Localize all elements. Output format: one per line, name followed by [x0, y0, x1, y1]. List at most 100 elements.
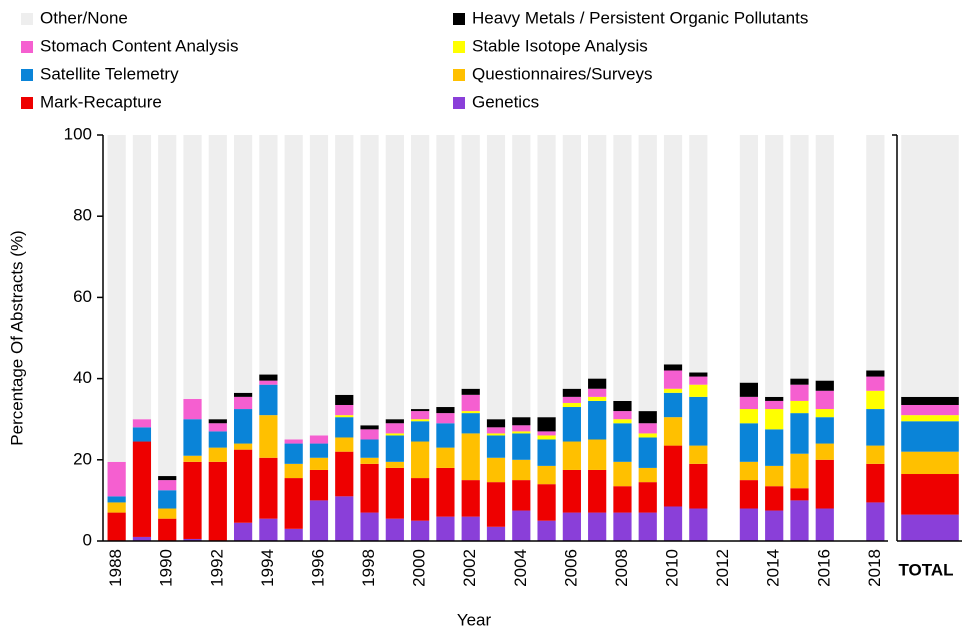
bar-segment — [411, 478, 430, 521]
bar-segment — [411, 135, 430, 410]
bar-segment — [739, 135, 759, 383]
bar-segment — [739, 382, 759, 397]
bar-segment — [385, 135, 404, 420]
bar-segment — [815, 409, 834, 418]
bar-segment — [638, 437, 657, 468]
bar-segment — [588, 469, 607, 513]
bar-segment — [208, 419, 227, 424]
y-tick-label: 60 — [73, 287, 92, 306]
bar-segment — [385, 518, 404, 541]
bar-segment — [901, 415, 959, 422]
bar-segment — [739, 480, 759, 509]
x-tick-label: 1988 — [106, 549, 125, 587]
bar-segment — [411, 409, 430, 412]
bar-segment — [512, 510, 531, 541]
x-tick-label: 2012 — [713, 549, 732, 587]
bar-segment — [689, 445, 708, 464]
bar-segment — [663, 135, 683, 365]
bar-segment — [866, 370, 885, 377]
bar-segment — [739, 461, 759, 481]
bar-segment — [765, 510, 784, 541]
bar-segment — [765, 486, 784, 511]
bar-segment — [613, 400, 632, 412]
bar-segment — [335, 404, 354, 416]
legend-swatch — [21, 69, 33, 81]
bar-segment — [259, 415, 278, 458]
bar-segment — [815, 390, 834, 410]
bar-segment — [335, 417, 354, 438]
bar-segment — [901, 404, 959, 416]
bar-segment — [739, 508, 759, 541]
bar-segment — [537, 520, 556, 541]
legend-swatch — [21, 97, 33, 109]
bar-segment — [663, 506, 683, 541]
y-tick-label: 80 — [73, 206, 92, 225]
bar-segment — [512, 459, 531, 481]
bar-segment — [866, 390, 885, 410]
bar-segment — [562, 396, 581, 403]
legend-swatch — [21, 13, 33, 25]
bar-segment — [233, 135, 253, 393]
bar-segment — [107, 135, 126, 462]
bar-segment — [613, 423, 632, 462]
bar-segment — [385, 467, 404, 519]
bar-segment — [790, 384, 809, 401]
bar-segment — [436, 516, 455, 541]
bar-segment — [537, 484, 556, 521]
legend-swatch — [453, 13, 465, 25]
bar-segment — [284, 443, 303, 464]
bar-segment — [512, 431, 531, 434]
bar-segment — [765, 400, 784, 410]
bar-segment — [259, 380, 278, 385]
bar-segment — [360, 457, 379, 464]
bar-segment — [335, 451, 354, 497]
bar-segment — [183, 461, 202, 539]
y-tick-label: 40 — [73, 368, 92, 387]
bar-segment — [107, 496, 126, 503]
bar-segment — [284, 478, 303, 529]
bar-segment — [309, 457, 329, 470]
bar-segment — [901, 135, 959, 397]
bar-segment — [411, 421, 430, 442]
x-tick-label: 2016 — [814, 549, 833, 587]
bar-segment — [461, 135, 480, 389]
bar-segment — [562, 388, 581, 397]
bar-segment — [790, 453, 809, 489]
bar-segment — [411, 419, 430, 422]
bar-segment — [461, 516, 480, 541]
bar-segment — [562, 512, 581, 541]
bar-segment — [436, 467, 455, 517]
bar-segment — [385, 423, 404, 434]
bar-segment — [183, 419, 202, 456]
bar-segment — [537, 435, 556, 440]
bar-segment — [512, 135, 531, 418]
bar-segment — [284, 135, 303, 440]
bar-segment — [158, 490, 177, 509]
bar-segment — [486, 427, 506, 434]
bar-segment — [360, 425, 379, 430]
legend-label: Genetics — [472, 92, 539, 111]
legend-label: Other/None — [40, 8, 128, 27]
bar-segment — [537, 465, 556, 485]
bar-segment — [461, 433, 480, 481]
bar-segment — [208, 135, 227, 420]
bar-segment — [663, 392, 683, 418]
bar-segment — [284, 463, 303, 479]
bar-segment — [790, 500, 809, 541]
x-tick-label: TOTAL — [898, 560, 953, 579]
bar-segment — [436, 413, 455, 424]
bar-segment — [537, 135, 556, 418]
legend-swatch — [453, 97, 465, 109]
bar-segment — [436, 447, 455, 468]
bar-segment — [183, 398, 202, 420]
bar-segment — [663, 370, 683, 389]
bar-segment — [815, 380, 834, 391]
bar-segment — [208, 461, 227, 541]
bar-segment — [815, 459, 834, 509]
bar-segment — [385, 435, 404, 462]
bar-segment — [486, 433, 506, 436]
bar-segment — [132, 427, 152, 442]
bar-segment — [765, 396, 784, 401]
bar-segment — [613, 135, 632, 401]
bar-segment — [689, 135, 708, 373]
